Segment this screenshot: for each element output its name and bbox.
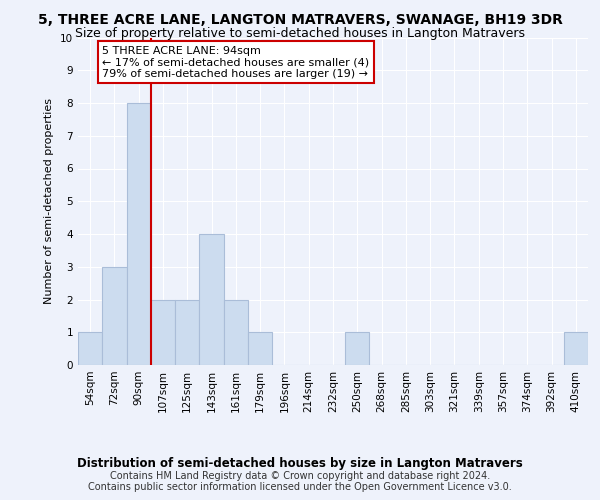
Text: 5, THREE ACRE LANE, LANGTON MATRAVERS, SWANAGE, BH19 3DR: 5, THREE ACRE LANE, LANGTON MATRAVERS, S… — [38, 12, 562, 26]
Bar — [78, 332, 102, 365]
Text: Contains HM Land Registry data © Crown copyright and database right 2024.
Contai: Contains HM Land Registry data © Crown c… — [88, 471, 512, 492]
Bar — [102, 267, 127, 365]
Bar — [151, 300, 175, 365]
Bar — [175, 300, 199, 365]
Text: Size of property relative to semi-detached houses in Langton Matravers: Size of property relative to semi-detach… — [75, 28, 525, 40]
Y-axis label: Number of semi-detached properties: Number of semi-detached properties — [44, 98, 55, 304]
Bar — [564, 332, 588, 365]
Bar — [199, 234, 224, 365]
Bar — [248, 332, 272, 365]
Bar — [345, 332, 370, 365]
Bar — [127, 103, 151, 365]
Bar — [224, 300, 248, 365]
Text: Distribution of semi-detached houses by size in Langton Matravers: Distribution of semi-detached houses by … — [77, 458, 523, 470]
Text: 5 THREE ACRE LANE: 94sqm
← 17% of semi-detached houses are smaller (4)
79% of se: 5 THREE ACRE LANE: 94sqm ← 17% of semi-d… — [102, 46, 370, 79]
